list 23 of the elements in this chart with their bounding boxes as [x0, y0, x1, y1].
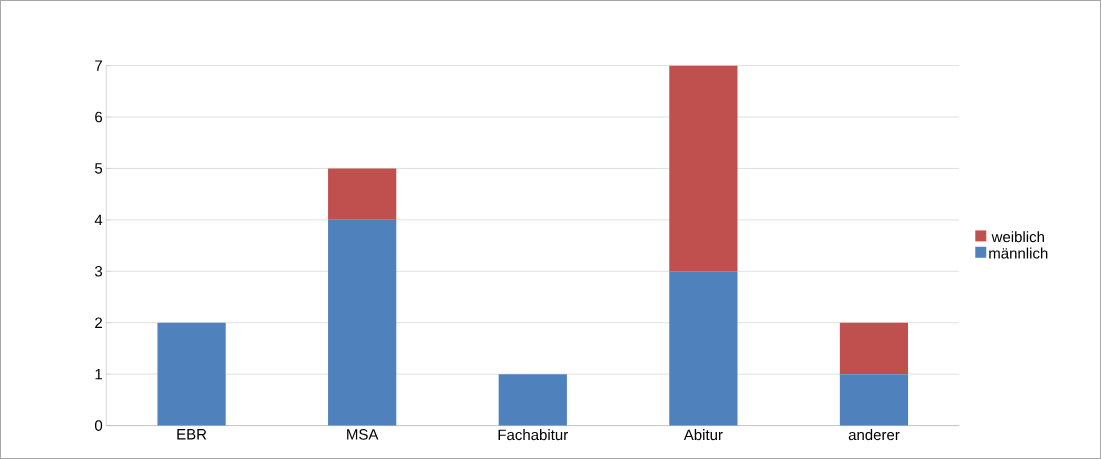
x-tick-label: Abitur [683, 429, 723, 441]
y-tick-label: 2 [95, 317, 102, 328]
x-tick-label: Fachabitur [498, 429, 568, 441]
bar [328, 168, 397, 220]
bar [669, 65, 738, 272]
legend-label: männlich [989, 247, 1048, 259]
y-tick-label: 1 [95, 369, 103, 380]
x-tick-label: anderer [848, 429, 900, 441]
y-tick-label: 7 [95, 60, 102, 71]
y-tick-label: 4 [94, 214, 103, 226]
x-tick-label: MSA [347, 429, 379, 440]
bar [498, 374, 567, 426]
bar [669, 271, 738, 426]
y-tick-label: 3 [94, 265, 103, 277]
bar [839, 374, 909, 426]
x-tick-label: EBR [177, 429, 207, 440]
legend-label: weiblich [991, 231, 1044, 243]
y-tick-label: 0 [94, 420, 103, 431]
bar [328, 219, 397, 426]
y-tick-label: 6 [95, 111, 103, 123]
y-tick-label: 5 [95, 163, 103, 174]
bar [839, 322, 909, 375]
bar [157, 322, 226, 426]
